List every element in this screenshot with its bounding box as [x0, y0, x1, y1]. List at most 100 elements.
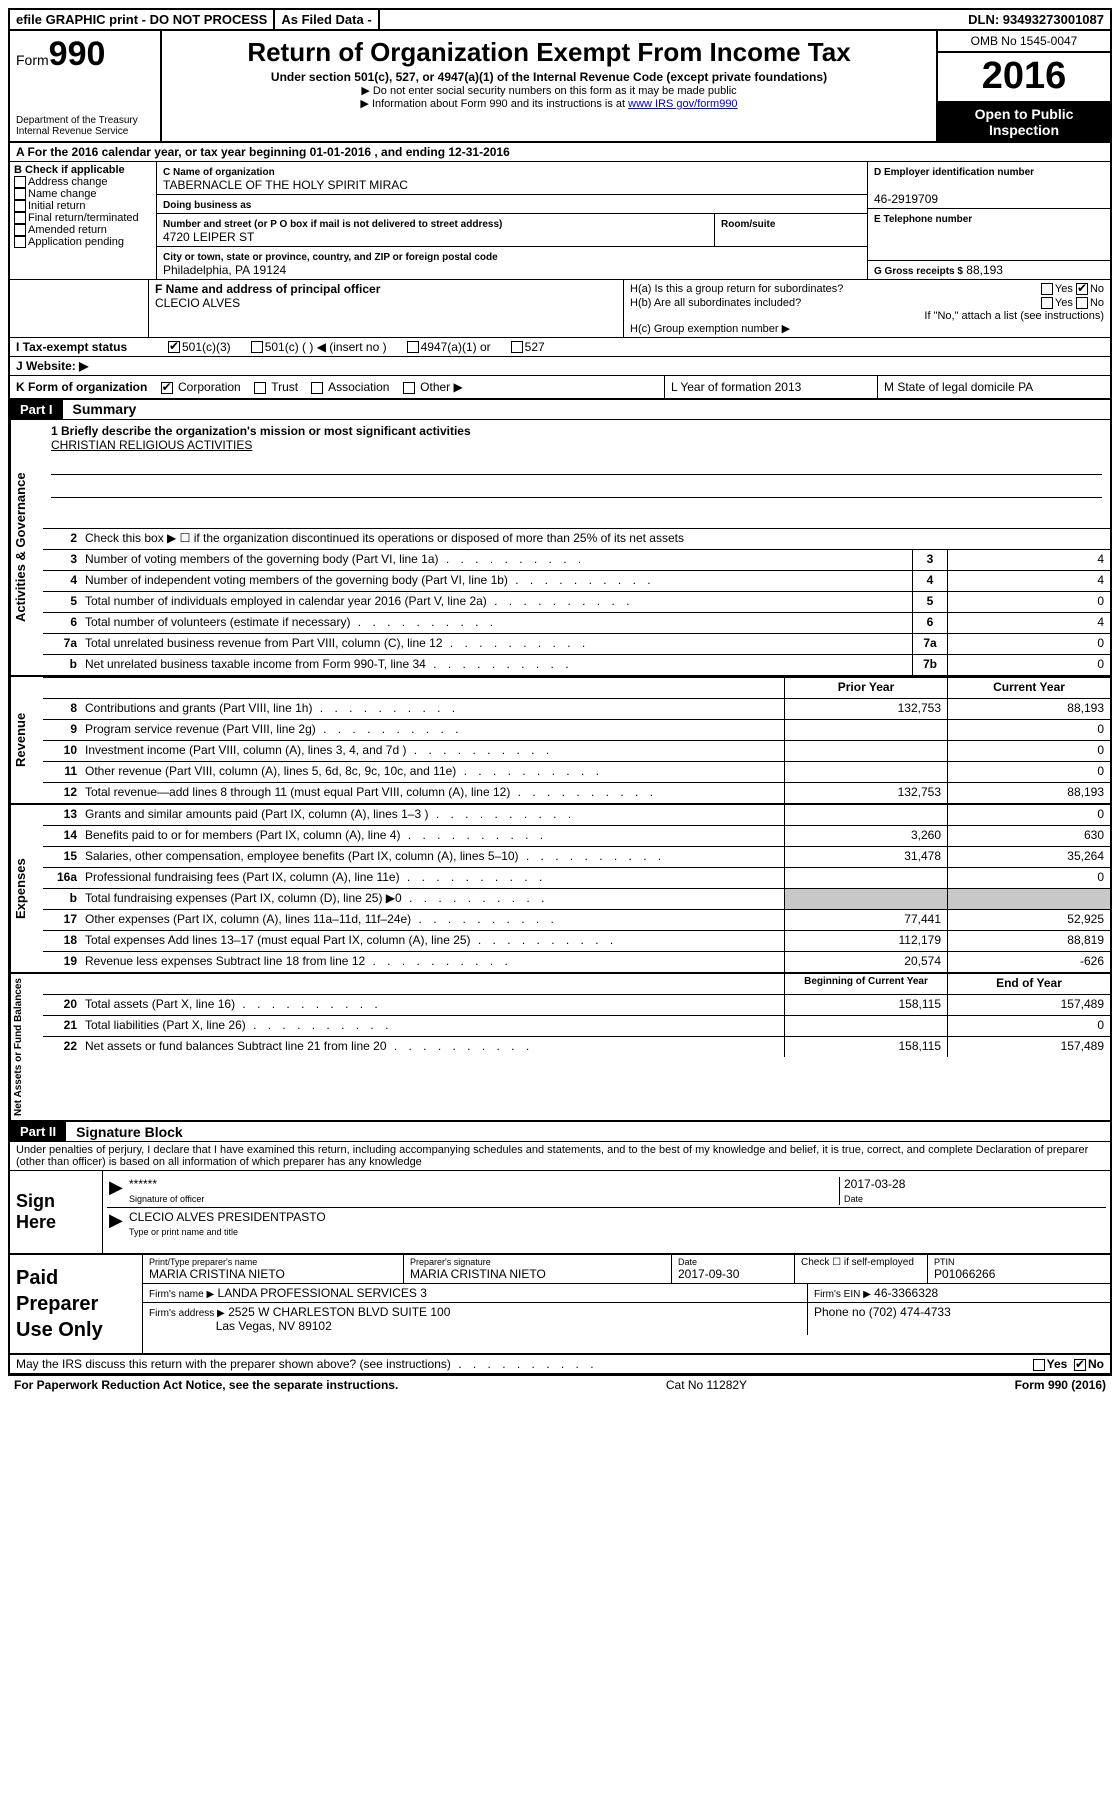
irs-discuss: May the IRS discuss this return with the…	[10, 1355, 1110, 1374]
part-ii-header: Part II Signature Block	[10, 1122, 1110, 1142]
line-9: 9 Program service revenue (Part VIII, li…	[43, 720, 1110, 741]
mission-block: 1 Briefly describe the organization's mi…	[43, 420, 1110, 529]
org-name: TABERNACLE OF THE HOLY SPIRIT MIRAC	[163, 178, 408, 192]
line-20: 20 Total assets (Part X, line 16) 158,11…	[43, 995, 1110, 1016]
row-j-website: J Website: ▶	[10, 357, 1110, 376]
col-deg: D Employer identification number 46-2919…	[868, 162, 1110, 279]
line-18: 18 Total expenses Add lines 13–17 (must …	[43, 931, 1110, 952]
chk-initial[interactable]	[14, 200, 26, 212]
line-16a: 16a Professional fundraising fees (Part …	[43, 868, 1110, 889]
gov-line-5: 5 Total number of individuals employed i…	[43, 592, 1110, 613]
header-right: OMB No 1545-0047 2016 Open to Public Ins…	[936, 31, 1110, 141]
address-row: Number and street (or P O box if mail is…	[157, 214, 867, 247]
ein-cell: D Employer identification number 46-2919…	[868, 162, 1110, 209]
state-domicile: M State of legal domicile PA	[878, 376, 1110, 398]
chk-527[interactable]	[511, 341, 523, 353]
line-21: 21 Total liabilities (Part X, line 26) 0	[43, 1016, 1110, 1037]
chk-ha-yes[interactable]	[1041, 283, 1053, 295]
gov-line-4: 4 Number of independent voting members o…	[43, 571, 1110, 592]
ein-value: 46-2919709	[874, 192, 938, 206]
row-i-tax-status: I Tax-exempt status 501(c)(3) 501(c) ( )…	[10, 338, 1110, 357]
tax-year: 2016	[938, 53, 1110, 103]
line-22: 22 Net assets or fund balances Subtract …	[43, 1037, 1110, 1057]
row-f-h: F Name and address of principal officer …	[10, 280, 1110, 338]
dba-cell: Doing business as	[157, 195, 867, 214]
gross-receipts: 88,193	[966, 263, 1003, 277]
chk-501c3[interactable]	[168, 341, 180, 353]
form-subtitle: Under section 501(c), 527, or 4947(a)(1)…	[170, 70, 928, 84]
irs-link[interactable]: www IRS gov/form990	[628, 98, 737, 110]
form-title: Return of Organization Exempt From Incom…	[170, 37, 928, 68]
omb-number: OMB No 1545-0047	[938, 31, 1110, 53]
chk-ha-no[interactable]	[1076, 283, 1088, 295]
line-15: 15 Salaries, other compensation, employe…	[43, 847, 1110, 868]
penalty-statement: Under penalties of perjury, I declare th…	[10, 1142, 1110, 1171]
dept-treasury: Department of the Treasury Internal Reve…	[16, 115, 154, 137]
note-info: ▶ Information about Form 990 and its ins…	[170, 97, 928, 110]
preparer-row: Print/Type preparer's nameMARIA CRISTINA…	[143, 1255, 1110, 1284]
chk-hb-yes[interactable]	[1041, 297, 1053, 309]
street-address: 4720 LEIPER ST	[163, 230, 254, 244]
row-k-l-m: K Form of organization Corporation Trust…	[10, 376, 1110, 400]
firm-name-row: Firm's name ▶ LANDA PROFESSIONAL SERVICE…	[143, 1284, 1110, 1303]
chk-discuss-yes[interactable]	[1033, 1359, 1045, 1371]
chk-4947[interactable]	[407, 341, 419, 353]
note-ssn: ▶ Do not enter social security numbers o…	[170, 84, 928, 97]
col-b-checkboxes: B Check if applicable Address change Nam…	[10, 162, 157, 279]
header-left: Form990 Department of the Treasury Inter…	[10, 31, 162, 141]
expenses-section: Expenses 13 Grants and similar amounts p…	[10, 805, 1110, 974]
firm-addr-row: Firm's address ▶ 2525 W CHARLESTON BLVD …	[143, 1303, 1110, 1335]
line-11: 11 Other revenue (Part VIII, column (A),…	[43, 762, 1110, 783]
efile-header: efile GRAPHIC print - DO NOT PROCESS As …	[10, 10, 1110, 31]
year-formation: L Year of formation 2013	[665, 376, 878, 398]
revenue-section: Revenue Prior Year Current Year 8 Contri…	[10, 677, 1110, 805]
chk-address[interactable]	[14, 176, 26, 188]
gov-line-3: 3 Number of voting members of the govern…	[43, 550, 1110, 571]
header-middle: Return of Organization Exempt From Incom…	[162, 31, 936, 141]
line-b: b Total fundraising expenses (Part IX, c…	[43, 889, 1110, 910]
org-name-cell: C Name of organization TABERNACLE OF THE…	[157, 162, 867, 195]
form-number: Form990	[16, 35, 154, 74]
chk-assoc[interactable]	[311, 382, 323, 394]
efile-print: efile GRAPHIC print - DO NOT PROCESS	[10, 10, 275, 29]
chk-corp[interactable]	[161, 382, 173, 394]
form-of-org: K Form of organization Corporation Trust…	[10, 376, 665, 398]
chk-final[interactable]	[14, 212, 26, 224]
dln: DLN: 93493273001087	[962, 10, 1110, 29]
paid-preparer: Paid Preparer Use Only Print/Type prepar…	[10, 1255, 1110, 1355]
sign-here: Sign Here ▶ ****** Signature of officer …	[10, 1171, 1110, 1255]
line-14: 14 Benefits paid to or for members (Part…	[43, 826, 1110, 847]
chk-trust[interactable]	[254, 382, 266, 394]
as-filed: As Filed Data -	[275, 10, 379, 29]
officer-sig-row: ▶ ****** Signature of officer 2017-03-28…	[107, 1175, 1106, 1208]
chk-other[interactable]	[403, 382, 415, 394]
revenue-header: Prior Year Current Year	[43, 677, 1110, 699]
gov-line-6: 6 Total number of volunteers (estimate i…	[43, 613, 1110, 634]
chk-501c[interactable]	[251, 341, 263, 353]
principal-officer: F Name and address of principal officer …	[149, 280, 624, 337]
phone-cell: E Telephone number	[868, 209, 1110, 261]
group-return: H(a) Is this a group return for subordin…	[624, 280, 1110, 337]
section-b-to-g: B Check if applicable Address change Nam…	[10, 162, 1110, 280]
gov-line-7a: 7a Total unrelated business revenue from…	[43, 634, 1110, 655]
form-header: Form990 Department of the Treasury Inter…	[10, 31, 1110, 143]
chk-amended[interactable]	[14, 224, 26, 236]
line-19: 19 Revenue less expenses Subtract line 1…	[43, 952, 1110, 972]
chk-name[interactable]	[14, 188, 26, 200]
chk-discuss-no[interactable]	[1074, 1359, 1086, 1371]
mission-text: CHRISTIAN RELIGIOUS ACTIVITIES	[51, 438, 1102, 452]
net-assets-section: Net Assets or Fund Balances Beginning of…	[10, 974, 1110, 1122]
gross-receipts-cell: G Gross receipts $ 88,193	[868, 261, 1110, 279]
col-c-org-info: C Name of organization TABERNACLE OF THE…	[157, 162, 868, 279]
line-13: 13 Grants and similar amounts paid (Part…	[43, 805, 1110, 826]
chk-pending[interactable]	[14, 236, 26, 248]
line-12: 12 Total revenue—add lines 8 through 11 …	[43, 783, 1110, 803]
line-2: 2 Check this box ▶ ☐ if the organization…	[43, 529, 1110, 550]
part-i-header: Part I Summary	[10, 400, 1110, 420]
line-10: 10 Investment income (Part VIII, column …	[43, 741, 1110, 762]
netassets-header: Beginning of Current Year End of Year	[43, 974, 1110, 995]
officer-name-row: ▶ CLECIO ALVES PRESIDENTPASTO Type or pr…	[107, 1208, 1106, 1240]
line-8: 8 Contributions and grants (Part VIII, l…	[43, 699, 1110, 720]
chk-hb-no[interactable]	[1076, 297, 1088, 309]
activities-governance: Activities & Governance 1 Briefly descri…	[10, 420, 1110, 677]
